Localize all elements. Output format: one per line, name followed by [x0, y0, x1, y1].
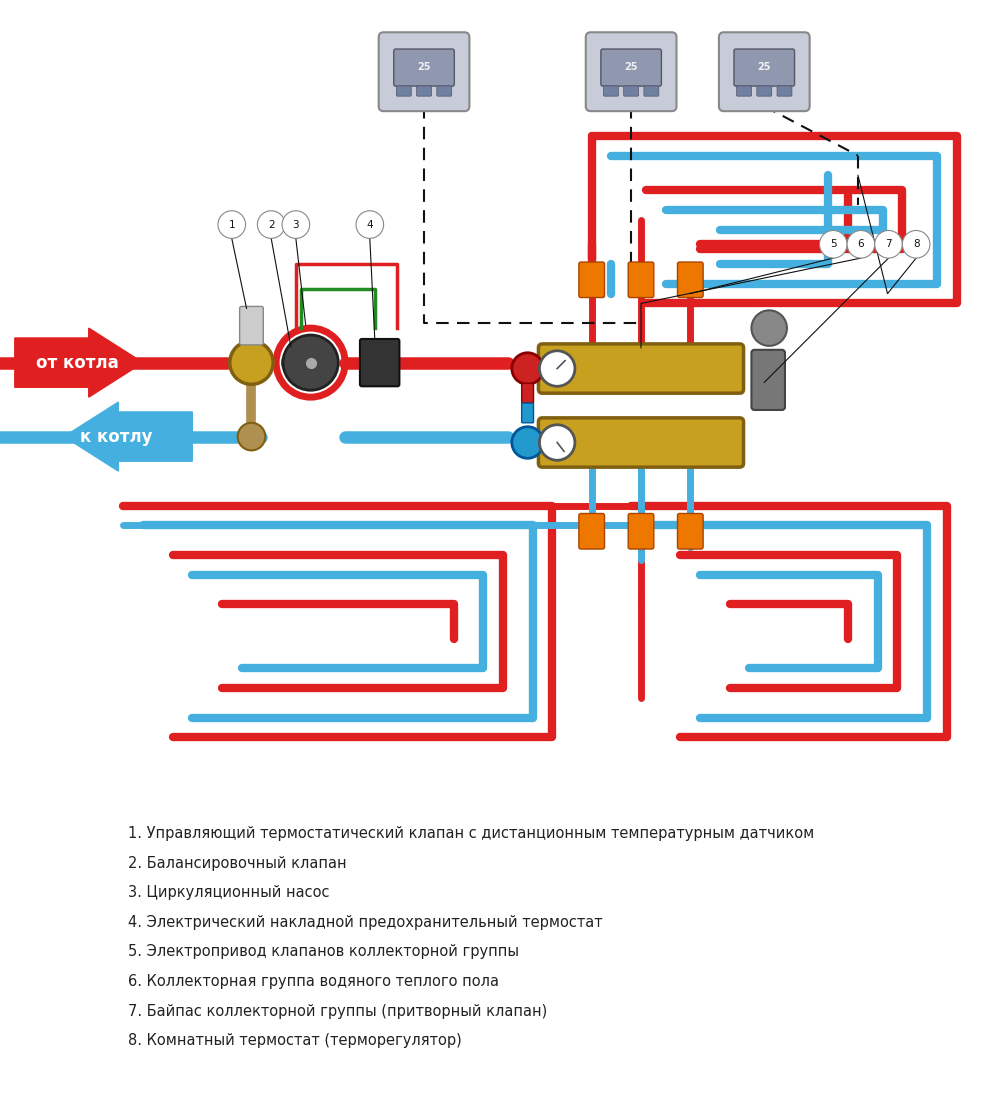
Circle shape	[902, 231, 930, 258]
FancyBboxPatch shape	[360, 339, 399, 386]
Text: 3: 3	[293, 220, 299, 230]
FancyBboxPatch shape	[601, 50, 661, 86]
Circle shape	[218, 211, 246, 239]
Text: 7. Байпас коллекторной группы (притворный клапан): 7. Байпас коллекторной группы (притворны…	[128, 1003, 547, 1019]
Circle shape	[230, 341, 273, 384]
FancyArrow shape	[15, 328, 143, 397]
Text: 25: 25	[758, 62, 771, 72]
FancyBboxPatch shape	[777, 86, 792, 96]
Text: 2. Балансировочный клапан: 2. Балансировочный клапан	[128, 856, 347, 871]
FancyBboxPatch shape	[522, 403, 534, 422]
Text: 5: 5	[830, 240, 837, 250]
Circle shape	[875, 231, 902, 258]
FancyBboxPatch shape	[628, 262, 654, 297]
Text: 25: 25	[417, 62, 431, 72]
FancyBboxPatch shape	[579, 514, 605, 549]
Text: 4: 4	[366, 220, 373, 230]
FancyBboxPatch shape	[538, 418, 744, 468]
Circle shape	[847, 231, 875, 258]
Circle shape	[282, 211, 310, 239]
FancyBboxPatch shape	[644, 86, 659, 96]
Text: 1. Управляющий термостатический клапан с дистанционным температурным датчиком: 1. Управляющий термостатический клапан с…	[128, 826, 814, 842]
Circle shape	[512, 427, 543, 459]
Text: к котлу: к котлу	[80, 428, 153, 446]
Text: 2: 2	[268, 220, 275, 230]
FancyBboxPatch shape	[394, 50, 454, 86]
FancyBboxPatch shape	[522, 383, 534, 403]
Circle shape	[283, 336, 338, 390]
Text: 25: 25	[624, 62, 638, 72]
FancyBboxPatch shape	[751, 350, 785, 410]
FancyBboxPatch shape	[603, 86, 618, 96]
Circle shape	[539, 351, 575, 386]
Text: 6. Коллекторная группа водяного теплого пола: 6. Коллекторная группа водяного теплого …	[128, 974, 499, 989]
FancyBboxPatch shape	[240, 307, 263, 345]
FancyBboxPatch shape	[757, 86, 772, 96]
FancyBboxPatch shape	[579, 262, 605, 297]
FancyBboxPatch shape	[737, 86, 752, 96]
FancyBboxPatch shape	[677, 262, 703, 297]
FancyBboxPatch shape	[379, 32, 469, 111]
Text: 6: 6	[858, 240, 864, 250]
Text: 1: 1	[228, 220, 235, 230]
FancyBboxPatch shape	[437, 86, 452, 96]
Text: 5. Электропривод клапанов коллекторной группы: 5. Электропривод клапанов коллекторной г…	[128, 945, 519, 959]
Circle shape	[512, 353, 543, 384]
FancyArrow shape	[64, 403, 192, 471]
FancyBboxPatch shape	[417, 86, 431, 96]
FancyBboxPatch shape	[396, 86, 411, 96]
FancyBboxPatch shape	[677, 514, 703, 549]
Circle shape	[751, 310, 787, 345]
Text: от котла: от котла	[36, 353, 118, 372]
Circle shape	[356, 211, 384, 239]
FancyBboxPatch shape	[538, 344, 744, 393]
Text: 7: 7	[885, 240, 892, 250]
Text: 4. Электрический накладной предохранительный термостат: 4. Электрический накладной предохранител…	[128, 915, 603, 930]
FancyBboxPatch shape	[586, 32, 676, 111]
Circle shape	[257, 211, 285, 239]
FancyBboxPatch shape	[734, 50, 795, 86]
Circle shape	[819, 231, 847, 258]
Circle shape	[539, 425, 575, 460]
Text: 3. Циркуляционный насос: 3. Циркуляционный насос	[128, 886, 330, 900]
Circle shape	[238, 422, 265, 450]
FancyBboxPatch shape	[719, 32, 810, 111]
Circle shape	[282, 349, 310, 376]
FancyBboxPatch shape	[628, 514, 654, 549]
FancyBboxPatch shape	[624, 86, 639, 96]
Text: 8: 8	[913, 240, 919, 250]
Text: 8. Комнатный термостат (терморегулятор): 8. Комнатный термостат (терморегулятор)	[128, 1033, 462, 1048]
